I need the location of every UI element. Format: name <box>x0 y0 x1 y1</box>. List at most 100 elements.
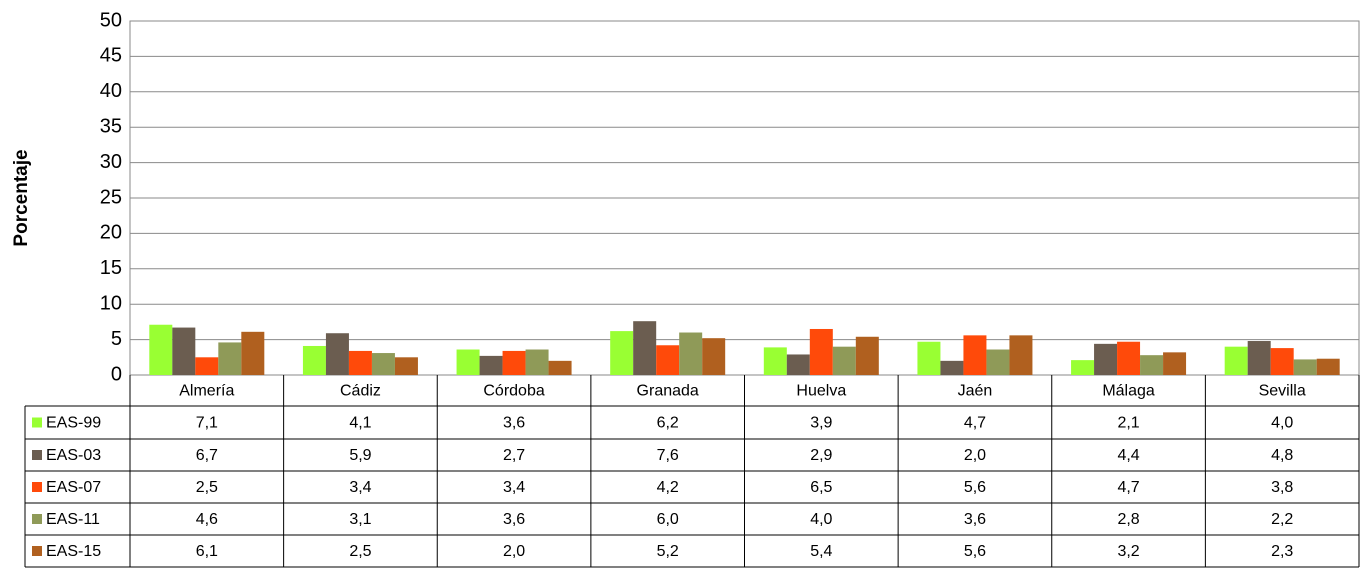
table-value: 3,6 <box>503 511 525 528</box>
bar <box>1224 346 1248 375</box>
table-value: 3,6 <box>503 415 525 432</box>
table-value: 3,9 <box>810 415 832 432</box>
table-value: 2,5 <box>349 543 371 560</box>
table-value: 5,6 <box>964 479 986 496</box>
x-tick-label: Huelva <box>796 383 846 400</box>
table-value: 3,2 <box>1117 543 1139 560</box>
bar <box>679 332 703 375</box>
bar <box>1163 352 1187 375</box>
table-value: 4,8 <box>1271 447 1293 464</box>
y-tick-label: 50 <box>100 9 122 31</box>
bar <box>786 354 810 375</box>
table-value: 2,5 <box>196 479 218 496</box>
bar <box>633 321 657 375</box>
bar <box>502 350 526 375</box>
bar <box>525 349 549 375</box>
legend-label: EAS-11 <box>46 511 100 528</box>
bar <box>1009 335 1033 375</box>
bar <box>149 324 173 375</box>
table-value: 3,4 <box>503 479 525 496</box>
bar <box>172 327 196 375</box>
bar <box>1247 341 1271 375</box>
table-value: 4,0 <box>1271 415 1293 432</box>
table-value: 2,0 <box>503 543 525 560</box>
table-value: 3,1 <box>349 511 371 528</box>
y-tick-label: 5 <box>111 328 122 350</box>
legend-swatch <box>32 514 42 524</box>
bar <box>656 345 680 375</box>
bar <box>832 346 856 375</box>
legend-label: EAS-07 <box>46 479 101 496</box>
legend-swatch <box>32 417 42 428</box>
table-value: 6,2 <box>657 415 679 432</box>
bar <box>548 360 572 375</box>
table-value: 6,7 <box>196 447 218 464</box>
table-value: 2,0 <box>964 447 986 464</box>
x-tick-label: Almería <box>179 383 234 400</box>
y-tick-label: 30 <box>100 151 122 173</box>
x-tick-label: Córdoba <box>483 383 544 400</box>
table-value: 2,7 <box>503 447 525 464</box>
bar <box>702 338 726 375</box>
bar <box>348 350 372 375</box>
table-value: 4,2 <box>657 479 679 496</box>
table-value: 2,8 <box>1117 511 1139 528</box>
bar <box>610 331 634 375</box>
bar <box>479 355 503 375</box>
bar <box>218 342 242 375</box>
table-value: 5,4 <box>810 543 832 560</box>
y-tick-label: 15 <box>100 257 122 279</box>
bar <box>1140 355 1164 375</box>
table-value: 3,6 <box>964 511 986 528</box>
table-value: 4,0 <box>810 511 832 528</box>
bar <box>1094 343 1118 375</box>
x-tick-label: Sevilla <box>1259 383 1306 400</box>
table-value: 6,1 <box>196 543 218 560</box>
bar <box>302 345 326 375</box>
legend-label: EAS-15 <box>46 543 101 560</box>
table-value: 7,6 <box>657 447 679 464</box>
y-tick-label: 25 <box>100 186 122 208</box>
bar <box>940 360 964 375</box>
bar <box>809 328 833 375</box>
bar <box>456 349 480 375</box>
bar <box>1316 358 1340 375</box>
table-value: 4,7 <box>1117 479 1139 496</box>
y-tick-label: 45 <box>100 45 122 67</box>
y-tick-label: 35 <box>100 115 122 137</box>
y-tick-label: 0 <box>111 363 122 385</box>
table-value: 5,2 <box>657 543 679 560</box>
y-tick-label: 40 <box>100 80 122 102</box>
legend-label: EAS-03 <box>46 447 101 464</box>
table-value: 5,6 <box>964 543 986 560</box>
bar <box>963 335 987 375</box>
table-value: 4,7 <box>964 415 986 432</box>
y-tick-label: 10 <box>100 292 122 314</box>
x-tick-label: Jaén <box>958 383 993 400</box>
x-tick-label: Málaga <box>1102 383 1155 400</box>
legend-swatch <box>32 546 42 556</box>
bar <box>1270 348 1294 375</box>
x-tick-label: Cádiz <box>340 383 381 400</box>
bar <box>1117 341 1141 375</box>
bar <box>1293 359 1317 375</box>
y-axis-title: Porcentaje <box>11 149 32 246</box>
table-value: 6,0 <box>657 511 679 528</box>
bar <box>986 349 1010 375</box>
table-value: 2,9 <box>810 447 832 464</box>
bar <box>195 357 219 375</box>
bar <box>325 333 349 375</box>
table-value: 2,3 <box>1271 543 1293 560</box>
table-value: 4,1 <box>349 415 371 432</box>
x-tick-label: Granada <box>637 383 699 400</box>
table-value: 6,5 <box>810 479 832 496</box>
table-value: 4,6 <box>196 511 218 528</box>
bar <box>917 341 941 375</box>
bar <box>763 347 787 375</box>
bar <box>855 336 879 375</box>
bar <box>241 331 265 375</box>
table-value: 7,1 <box>196 415 218 432</box>
bar <box>371 353 395 375</box>
legend-swatch <box>32 450 42 460</box>
